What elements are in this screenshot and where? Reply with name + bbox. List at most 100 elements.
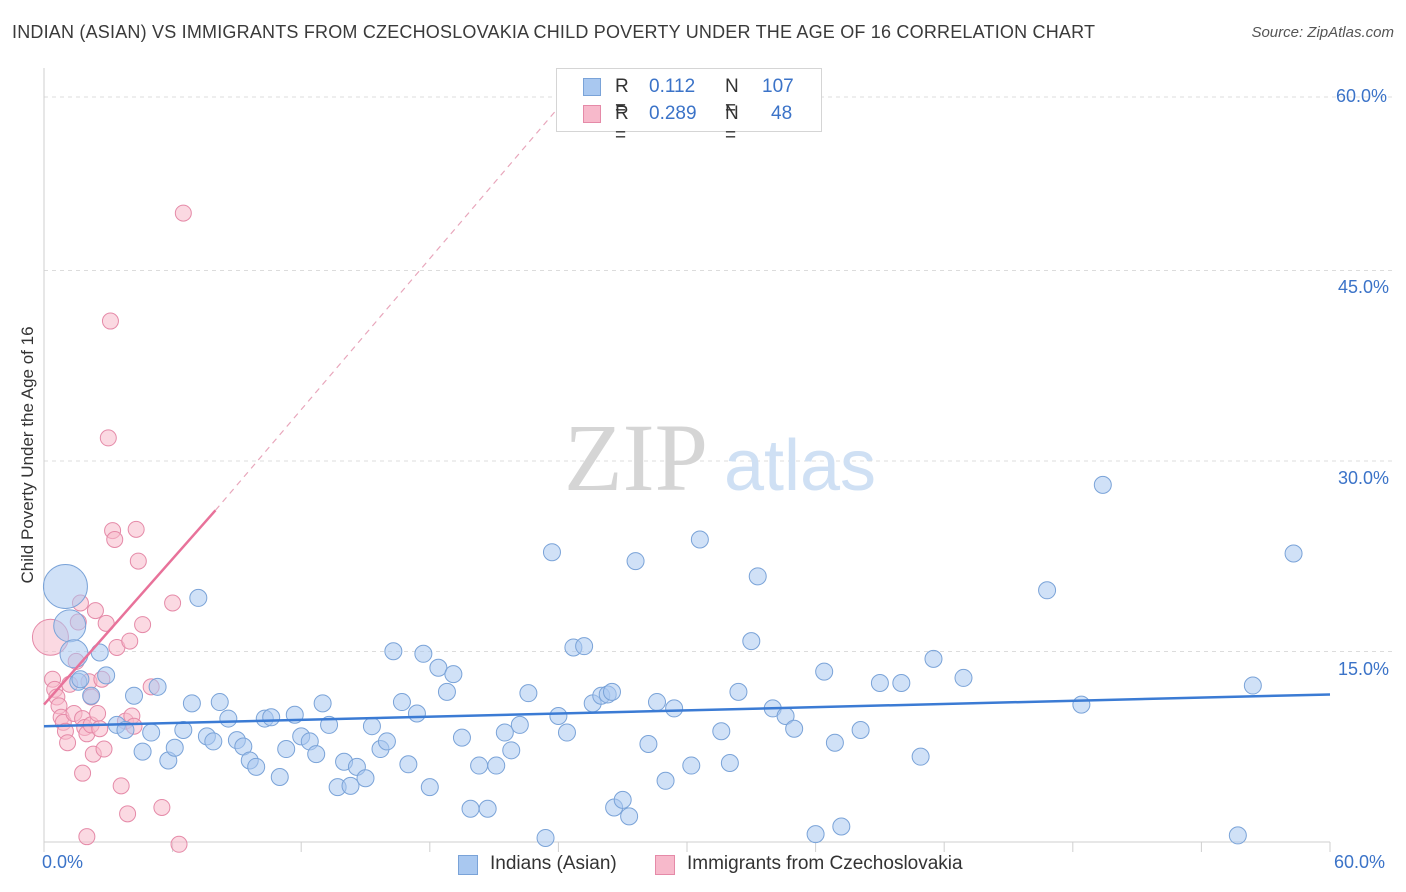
legend-r-label: R =: [615, 103, 629, 146]
point-indians: [519, 684, 538, 703]
point-czechoslovakia: [127, 520, 145, 538]
point-indians: [437, 682, 456, 701]
point-indians: [690, 530, 709, 549]
point-indians: [377, 732, 396, 751]
point-indians: [42, 563, 88, 609]
x-tick-label-min: 0.0%: [42, 852, 84, 872]
point-indians: [502, 741, 521, 760]
point-indians: [729, 682, 748, 701]
point-czechoslovakia: [106, 531, 124, 548]
legend-r-label: R =: [615, 76, 629, 119]
y-tick-label-30: 30.0%: [1338, 468, 1390, 488]
point-czechoslovakia: [59, 734, 77, 752]
point-indians: [647, 693, 666, 712]
point-indians: [748, 567, 767, 586]
trend-line-czechoslovakia-extrapolated: [215, 94, 570, 511]
legend-n-value: 107: [762, 76, 794, 97]
series-indians-points: [42, 475, 1303, 847]
point-indians: [125, 686, 144, 705]
point-indians: [204, 732, 223, 751]
point-czechoslovakia: [119, 805, 137, 823]
point-indians: [575, 637, 594, 656]
point-indians: [825, 733, 844, 752]
y-tick-label-60: 60.0%: [1336, 86, 1388, 106]
point-indians: [1038, 581, 1057, 600]
point-indians: [851, 721, 870, 739]
point-indians: [1228, 826, 1247, 845]
point-indians: [536, 828, 555, 847]
point-indians: [182, 694, 201, 713]
y-tick-label-45: 45.0%: [1338, 277, 1390, 297]
point-indians: [59, 639, 89, 669]
chart-title: INDIAN (ASIAN) VS IMMIGRANTS FROM CZECHO…: [12, 22, 1096, 42]
point-indians: [870, 674, 889, 693]
correlation-legend: R = 0.112 N = 107 R = 0.289 N = 48: [556, 68, 822, 146]
point-czechoslovakia: [101, 312, 119, 330]
point-indians: [613, 790, 632, 809]
legend-swatch-blue: [583, 78, 601, 96]
point-czechoslovakia: [129, 552, 147, 570]
watermark-atlas: atlas: [724, 426, 876, 506]
point-indians: [399, 755, 418, 774]
point-indians: [307, 745, 326, 764]
grid-lines: [44, 96, 1394, 652]
point-indians: [720, 754, 739, 773]
point-czechoslovakia: [95, 740, 113, 758]
point-indians: [210, 693, 229, 712]
point-indians: [313, 694, 332, 713]
point-czechoslovakia: [170, 835, 188, 853]
point-indians: [82, 686, 101, 705]
trend-line-czechoslovakia: [43, 509, 217, 706]
point-indians: [219, 709, 238, 728]
point-indians: [142, 723, 161, 742]
point-indians: [189, 588, 208, 607]
point-indians: [420, 778, 439, 797]
point-czechoslovakia: [86, 602, 104, 620]
point-indians: [602, 682, 621, 701]
legend-swatch-pink: [583, 105, 601, 123]
point-indians: [1284, 544, 1303, 563]
point-indians: [785, 719, 804, 738]
point-czechoslovakia: [89, 704, 107, 722]
point-indians: [452, 728, 471, 747]
point-indians: [133, 742, 152, 761]
point-indians: [549, 707, 568, 726]
point-indians: [392, 693, 411, 712]
point-indians: [444, 665, 463, 684]
watermark: ZIP atlas: [564, 404, 876, 511]
watermark-zip: ZIP: [564, 404, 708, 511]
point-indians: [656, 771, 675, 790]
point-indians: [806, 825, 825, 844]
trend-lines: [43, 94, 1331, 728]
point-indians: [470, 756, 489, 775]
point-czechoslovakia: [112, 777, 130, 795]
point-indians: [461, 799, 480, 818]
point-indians: [71, 670, 90, 689]
point-indians: [407, 704, 426, 723]
point-indians: [53, 609, 87, 643]
point-indians: [1093, 475, 1112, 494]
point-czechoslovakia: [121, 632, 139, 650]
point-indians: [414, 644, 433, 663]
point-indians: [362, 717, 381, 736]
point-indians: [262, 708, 281, 727]
point-indians: [911, 747, 930, 766]
point-indians: [247, 757, 266, 776]
point-indians: [1243, 676, 1262, 695]
point-indians: [384, 642, 403, 661]
trend-line-indians: [43, 693, 1331, 728]
point-indians: [270, 767, 289, 786]
legend-r-value: 0.112: [649, 76, 696, 97]
legend-n-label: N =: [725, 76, 739, 119]
source-label: Source: ZipAtlas.com: [1251, 24, 1394, 41]
point-indians: [320, 715, 339, 734]
point-indians: [557, 723, 576, 742]
point-czechoslovakia: [78, 828, 96, 846]
point-czechoslovakia: [174, 204, 192, 222]
point-indians: [815, 662, 834, 681]
point-indians: [97, 666, 116, 685]
point-czechoslovakia: [74, 764, 92, 782]
legend-n-value: 48: [771, 103, 793, 124]
point-indians: [148, 677, 167, 696]
